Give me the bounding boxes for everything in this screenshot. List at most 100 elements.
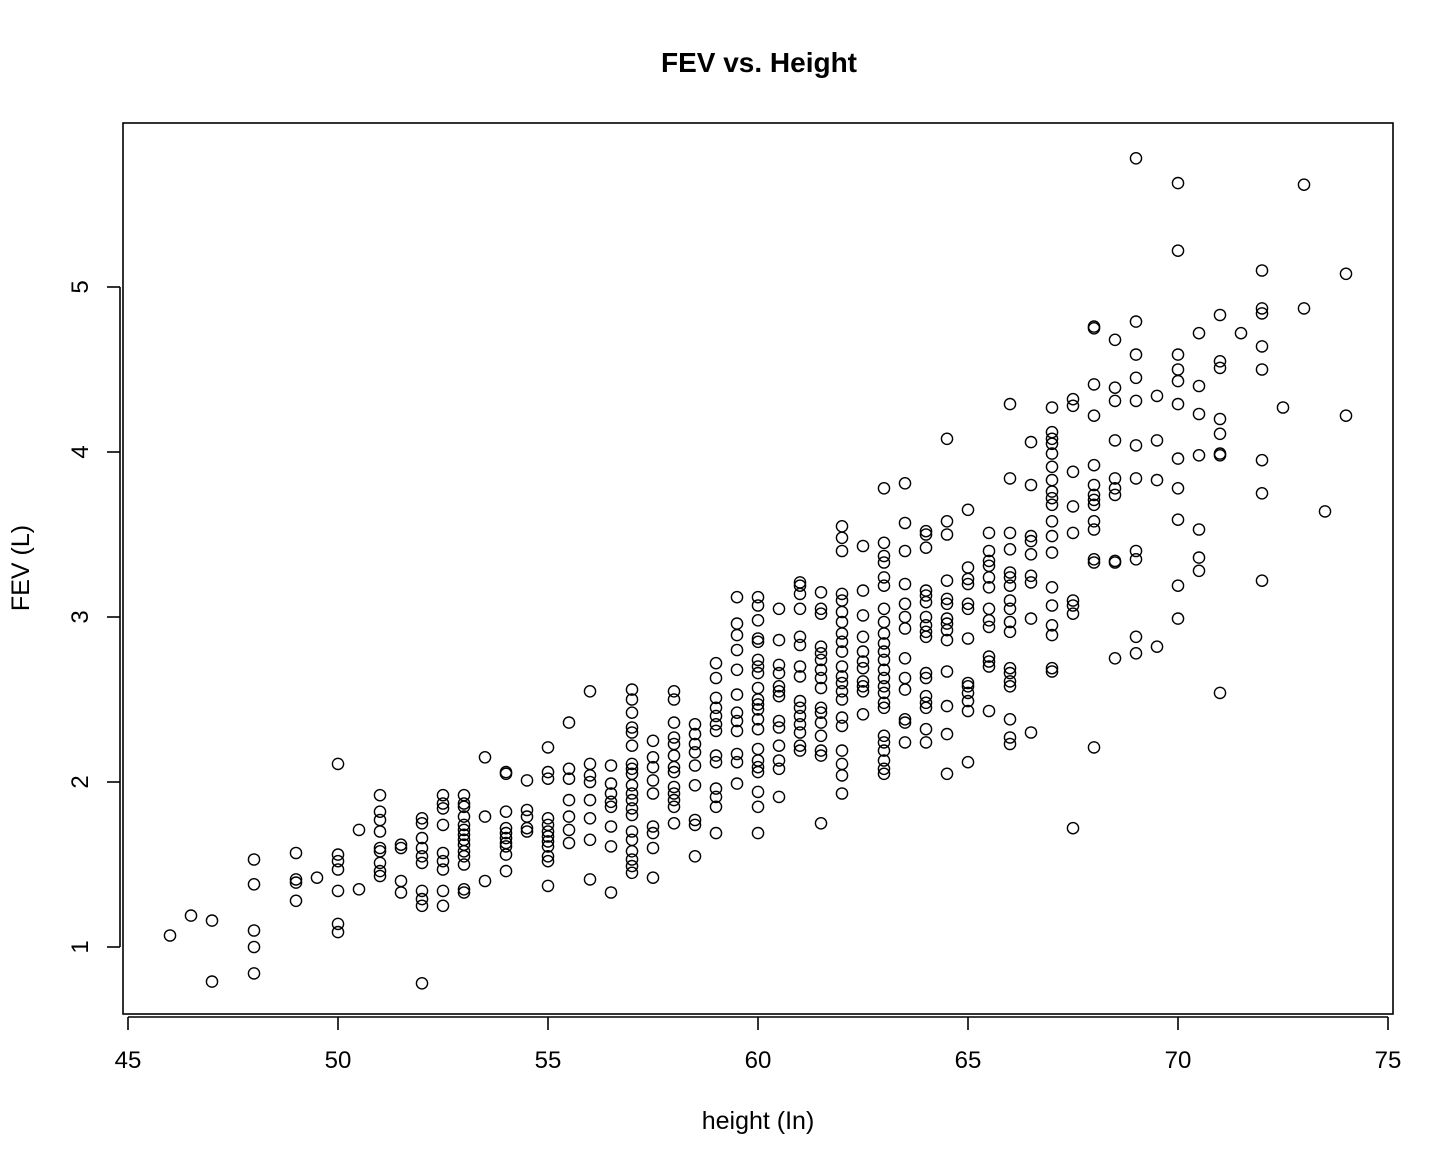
data-point bbox=[541, 818, 555, 832]
data-point bbox=[919, 671, 933, 685]
data-point bbox=[688, 850, 702, 863]
data-point bbox=[877, 653, 891, 667]
data-point bbox=[709, 826, 723, 840]
data-point bbox=[688, 727, 702, 741]
data-point bbox=[1171, 513, 1185, 527]
data-point bbox=[919, 625, 933, 639]
data-point bbox=[940, 633, 954, 647]
data-point bbox=[1045, 425, 1059, 439]
data-point bbox=[1192, 523, 1206, 536]
data-point bbox=[919, 689, 933, 703]
data-point bbox=[205, 914, 219, 927]
data-point bbox=[688, 746, 702, 759]
data-point bbox=[247, 967, 261, 980]
data-point bbox=[205, 975, 219, 988]
data-point bbox=[709, 671, 723, 685]
data-point bbox=[961, 704, 975, 718]
data-point bbox=[751, 681, 765, 695]
data-point bbox=[562, 793, 576, 807]
data-point bbox=[961, 755, 975, 769]
data-point bbox=[604, 795, 618, 809]
data-point bbox=[709, 691, 723, 705]
data-point bbox=[835, 685, 849, 698]
data-point bbox=[898, 597, 912, 611]
data-point bbox=[961, 632, 975, 645]
data-point bbox=[352, 823, 366, 837]
data-point bbox=[1066, 500, 1080, 513]
data-point bbox=[898, 516, 912, 530]
data-point bbox=[457, 800, 471, 814]
data-point bbox=[1171, 397, 1185, 411]
data-point bbox=[436, 854, 450, 868]
data-point bbox=[499, 826, 513, 840]
data-point bbox=[1129, 472, 1143, 485]
data-point bbox=[709, 800, 723, 814]
data-point bbox=[1171, 452, 1185, 465]
data-point bbox=[457, 845, 471, 858]
data-point bbox=[730, 643, 744, 657]
data-point bbox=[709, 724, 723, 738]
data-point bbox=[940, 528, 954, 541]
data-point bbox=[982, 655, 996, 668]
data-point bbox=[1087, 741, 1101, 754]
y-tick-label: 5 bbox=[67, 280, 94, 293]
data-point bbox=[373, 856, 387, 870]
data-point bbox=[625, 726, 639, 739]
data-point bbox=[625, 757, 639, 771]
data-point bbox=[247, 878, 261, 891]
data-point bbox=[1171, 348, 1185, 361]
data-point bbox=[793, 709, 807, 723]
data-point bbox=[1213, 427, 1227, 441]
data-point bbox=[1045, 529, 1059, 543]
data-point bbox=[499, 848, 513, 861]
data-point bbox=[520, 810, 534, 823]
data-point bbox=[877, 627, 891, 640]
data-point bbox=[520, 821, 534, 835]
data-point bbox=[646, 787, 660, 800]
data-point bbox=[457, 797, 471, 810]
data-point bbox=[247, 940, 261, 954]
data-point bbox=[751, 754, 765, 767]
data-point bbox=[730, 590, 744, 604]
y-tick-label: 3 bbox=[67, 610, 94, 623]
data-point bbox=[331, 884, 345, 898]
data-point bbox=[625, 793, 639, 807]
data-point bbox=[394, 886, 408, 899]
data-point bbox=[1213, 448, 1227, 462]
data-point bbox=[583, 812, 597, 825]
data-point bbox=[982, 650, 996, 663]
data-point bbox=[625, 787, 639, 800]
data-point bbox=[625, 808, 639, 822]
data-point bbox=[1108, 556, 1122, 569]
data-point bbox=[541, 879, 555, 893]
data-point bbox=[793, 670, 807, 683]
x-tick-label: 50 bbox=[325, 1047, 352, 1074]
data-point bbox=[331, 917, 345, 931]
data-point bbox=[688, 718, 702, 731]
data-point bbox=[1171, 363, 1185, 376]
data-point bbox=[373, 813, 387, 827]
data-point bbox=[814, 701, 828, 715]
data-point bbox=[919, 736, 933, 749]
x-tick-label: 60 bbox=[745, 1047, 772, 1074]
data-point bbox=[562, 836, 576, 850]
data-point bbox=[667, 693, 681, 706]
data-point bbox=[856, 708, 870, 721]
data-point bbox=[751, 635, 765, 649]
data-point bbox=[1003, 731, 1017, 744]
data-point bbox=[772, 790, 786, 804]
data-point bbox=[331, 757, 345, 771]
data-point bbox=[625, 853, 639, 866]
data-point bbox=[688, 759, 702, 772]
data-point bbox=[709, 701, 723, 715]
data-point bbox=[625, 762, 639, 776]
data-point bbox=[814, 653, 828, 667]
data-point bbox=[919, 619, 933, 632]
data-point bbox=[667, 817, 681, 830]
data-point bbox=[541, 812, 555, 825]
data-point bbox=[940, 699, 954, 713]
data-point bbox=[1108, 481, 1122, 495]
data-point bbox=[1003, 543, 1017, 556]
data-point bbox=[919, 524, 933, 538]
data-point bbox=[751, 703, 765, 716]
